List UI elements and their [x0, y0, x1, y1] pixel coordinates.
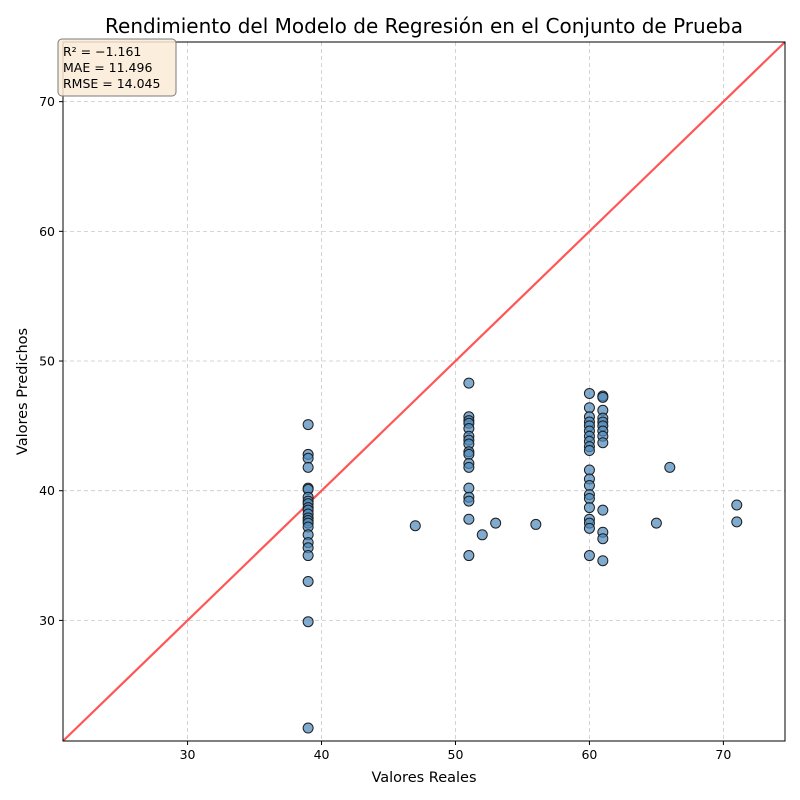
data-point [597, 555, 609, 567]
data-point [597, 504, 609, 516]
x-tick-label: 40 [314, 747, 330, 762]
chart-title: Rendimiento del Modelo de Regresión en e… [105, 14, 743, 38]
data-point [302, 575, 314, 587]
data-point [463, 495, 475, 507]
y-axis-label: Valores Predichos [15, 328, 31, 455]
x-tick-label: 70 [715, 747, 731, 762]
data-point [476, 529, 488, 541]
x-axis-label: Valores Reales [371, 770, 476, 786]
data-point [490, 517, 502, 529]
y-tick-label: 30 [39, 613, 55, 628]
data-point [302, 419, 314, 431]
data-point [583, 464, 595, 476]
points-layer [302, 377, 743, 734]
data-point [409, 520, 421, 532]
data-point [597, 437, 609, 449]
data-point [302, 550, 314, 562]
stat-r2: R² = −1.161 [63, 44, 141, 59]
ticks-layer: 30 40 50 60 70 30 40 50 60 70 [39, 94, 731, 762]
data-point [583, 522, 595, 534]
y-tick-label: 60 [39, 224, 55, 239]
data-point [583, 550, 595, 562]
reference-line [62, 41, 786, 742]
grid-layer [63, 42, 785, 741]
data-point [664, 461, 676, 473]
stat-rmse: RMSE = 14.045 [63, 76, 160, 91]
data-point [463, 448, 475, 460]
stat-mae: MAE = 11.496 [63, 60, 152, 75]
data-point [463, 461, 475, 473]
data-point [597, 391, 609, 403]
data-point [583, 480, 595, 492]
stats-box-background [57, 38, 177, 97]
x-tick-label: 60 [581, 747, 597, 762]
plot-frame [62, 41, 786, 742]
data-point [463, 513, 475, 525]
data-point [650, 517, 662, 529]
data-point [463, 550, 475, 562]
data-point [302, 452, 314, 464]
data-point [597, 533, 609, 545]
data-point [463, 482, 475, 494]
data-point [583, 502, 595, 514]
x-tick-label: 30 [180, 747, 196, 762]
data-point [530, 518, 542, 530]
data-point [731, 499, 743, 511]
data-point [583, 492, 595, 504]
stats-box: R² = −1.161 MAE = 11.496 RMSE = 14.045 [57, 38, 177, 97]
reference-line-layer [62, 41, 786, 742]
x-tick-label: 50 [448, 747, 464, 762]
y-tick-label: 40 [39, 483, 55, 498]
data-point [302, 461, 314, 473]
data-point [583, 445, 595, 457]
data-point [302, 722, 314, 734]
y-tick-label: 50 [39, 354, 55, 369]
y-tick-label: 70 [39, 94, 55, 109]
data-point [583, 402, 595, 414]
data-point [302, 616, 314, 628]
data-point [583, 387, 595, 399]
data-point [463, 377, 475, 389]
data-point [731, 516, 743, 528]
